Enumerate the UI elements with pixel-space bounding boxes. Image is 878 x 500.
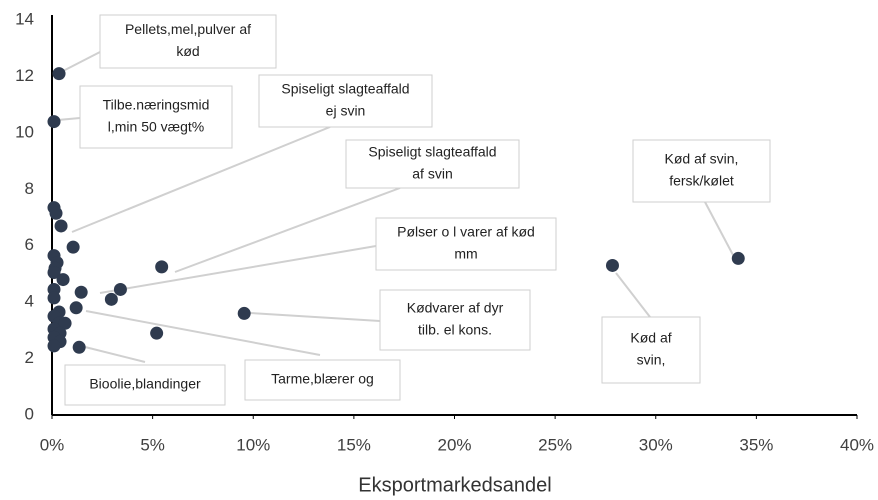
annotation-box <box>99 14 277 69</box>
y-tick-label: 0 <box>25 404 34 423</box>
annotation-text: tilb. el kons. <box>418 322 492 338</box>
point <box>155 260 169 274</box>
leader-line <box>704 201 734 256</box>
point <box>58 316 72 330</box>
point <box>47 266 61 280</box>
point <box>47 291 61 305</box>
x-tick-label: 35% <box>739 435 773 454</box>
leader-line <box>99 245 377 294</box>
leader-line <box>615 272 651 318</box>
x-axis-label: Eksportmarkedsandel <box>358 474 551 496</box>
annotation-box <box>601 316 701 384</box>
annotation-box <box>244 359 401 401</box>
annotation-text: Pellets,mel,pulver af <box>125 21 251 37</box>
annotation-text: mm <box>454 246 477 262</box>
x-tick-label: 5% <box>140 435 165 454</box>
leader-line <box>84 346 146 363</box>
x-tick-label: 15% <box>337 435 371 454</box>
y-tick-label: 2 <box>25 348 34 367</box>
annotation-text: ej svin <box>326 103 366 119</box>
leader-line <box>62 51 101 72</box>
point <box>74 285 88 299</box>
x-tick-label: 30% <box>639 435 673 454</box>
point <box>56 273 70 287</box>
point <box>104 292 118 306</box>
annotation-box <box>345 139 520 189</box>
point <box>52 67 66 81</box>
leader-line <box>174 187 401 273</box>
annotation-box <box>79 85 233 149</box>
annotation-text: Bioolie,blandinger <box>89 376 201 392</box>
annotation-text: Tilbe.næringsmid <box>103 97 210 113</box>
y-tick-label: 4 <box>25 292 34 311</box>
annotation-text: Kød af <box>630 330 671 346</box>
leader-line <box>71 126 331 233</box>
leader-line <box>57 117 81 121</box>
y-tick-label: 6 <box>25 235 34 254</box>
annotation-text: svin, <box>637 352 666 368</box>
annotation-box <box>375 217 557 271</box>
annotation-text: kød <box>176 43 199 59</box>
leader-line <box>85 310 321 356</box>
y-tick-label: 14 <box>15 9 34 28</box>
annotation-text: Kød af svin, <box>665 151 739 167</box>
point <box>54 219 68 233</box>
annotation-box <box>64 364 226 406</box>
annotation-box <box>632 139 771 203</box>
annotation-text: Pølser o l varer af kød <box>397 224 535 240</box>
y-tick-label: 10 <box>15 122 34 141</box>
annotation-text: Spiseligt slagteaffald <box>281 81 409 97</box>
point <box>66 240 80 254</box>
x-tick-label: 20% <box>437 435 471 454</box>
annotation-text: Kødvarer af dyr <box>407 300 504 316</box>
y-tick-label: 12 <box>15 66 34 85</box>
annotation-box <box>258 74 433 128</box>
point <box>47 339 61 353</box>
point <box>49 206 63 220</box>
x-tick-label: 10% <box>236 435 270 454</box>
point <box>237 306 251 320</box>
leader-line <box>249 312 381 322</box>
point <box>113 282 127 296</box>
point <box>605 258 619 272</box>
x-tick-label: 0% <box>40 435 65 454</box>
x-tick-label: 40% <box>840 435 874 454</box>
annotation-text: af svin <box>412 166 452 182</box>
annotation-text: Tarme,blærer og <box>271 371 374 387</box>
x-tick-label: 25% <box>538 435 572 454</box>
point <box>731 251 745 265</box>
annotation-text: fersk/kølet <box>669 173 734 189</box>
y-tick-label: 8 <box>25 179 34 198</box>
point <box>47 115 61 129</box>
point <box>69 301 83 315</box>
annotation-box <box>379 289 531 351</box>
point <box>150 326 164 340</box>
annotation-text: l,min 50 vægt% <box>108 119 204 135</box>
point <box>72 340 86 354</box>
annotation-text: Spiseligt slagteaffald <box>368 144 496 160</box>
